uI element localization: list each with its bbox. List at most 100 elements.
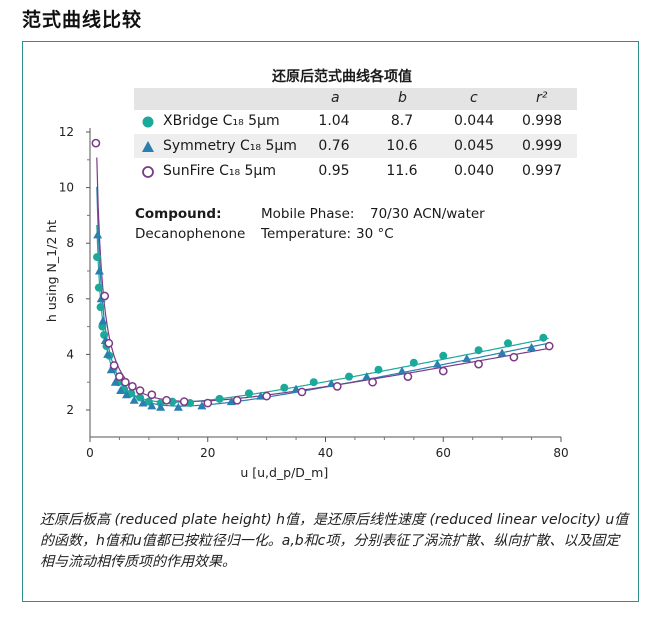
data-point [109,361,119,370]
data-point [96,303,105,312]
data-point [100,330,109,339]
compound-value: Decanophenone [135,226,246,242]
data-point [120,377,130,387]
x-tick-label: 0 [86,446,94,460]
data-point [544,341,554,351]
data-point [309,378,318,387]
data-point [368,377,377,387]
table-cell: 8.7 [390,113,414,129]
fit-curve [96,224,549,403]
table-cell: 1.04 [318,113,350,129]
data-point [215,394,224,403]
x-tick-label: 40 [318,446,333,460]
x-tick-label: 60 [436,446,451,460]
data-point [162,395,171,405]
header-c: c [470,90,478,106]
table-title: 还原后范式曲线各项值 [272,69,412,85]
table-cell: 0.95 [318,163,350,179]
figure-frame [22,41,639,602]
data-point [262,391,271,401]
table-row-label: XBridge C₁₈ 5μm [163,113,280,129]
data-point [509,352,519,362]
data-point [504,339,513,348]
data-point [115,372,124,381]
figure-caption: 还原后板高 (reduced plate height) h值，是还原后线性速度… [40,512,629,570]
data-point [409,358,418,367]
data-point [439,351,448,360]
data-point [106,365,116,374]
data-points [91,138,554,411]
data-point [104,338,114,348]
data-point [147,401,157,410]
data-point [374,365,383,374]
data-point [138,398,148,407]
table-cell: 0.998 [521,113,563,129]
data-point [128,382,137,391]
data-point [156,402,166,411]
data-point [438,366,448,376]
data-point [98,322,107,331]
data-point [179,397,189,407]
data-point [129,395,139,404]
data-point [94,283,103,292]
data-point [110,377,120,386]
page-title: 范式曲线比较 [22,9,143,31]
data-point [474,359,483,369]
data-point [226,397,236,406]
data-point [103,349,113,358]
data-point [397,366,407,375]
header-r2: r² [536,90,548,106]
temperature-value: 30 °C [356,226,394,242]
table-cell: 10.6 [386,138,418,154]
data-point [100,291,110,301]
data-point [91,138,101,148]
chart-axes: 0 20 40 60 80 2 4 6 8 10 12 [59,125,569,460]
data-point [232,395,242,405]
symmetry-marker-icon [142,141,154,152]
data-point [474,346,483,355]
data-point [98,316,108,325]
table-row-shade [134,134,577,158]
table-cell: 0.045 [453,138,495,154]
data-point [403,372,413,381]
data-point [345,372,354,381]
y-tick-label: 12 [59,125,74,139]
table-row-label: SunFire C₁₈ 5μm [163,163,276,179]
data-point [136,393,145,402]
x-axis-label: u [u,d_p/D_m] [240,465,328,480]
table-cell: 11.6 [386,163,418,179]
data-point [297,387,307,397]
y-tick-label: 6 [66,292,74,306]
data-point [362,372,372,381]
mobile-phase-label: Mobile Phase: [261,206,355,222]
data-point [432,359,442,368]
x-tick-label: 80 [553,446,568,460]
data-point [197,401,207,410]
table-cell: 0.999 [521,138,563,154]
data-point [94,266,104,275]
header-b: b [398,90,407,106]
y-tick-label: 4 [66,347,74,361]
data-point [122,390,132,399]
xbridge-marker-icon [142,116,154,128]
y-tick-label: 10 [59,181,74,195]
data-point [497,348,507,357]
data-point [135,386,145,395]
table-cell: 0.044 [453,113,495,129]
data-point [93,230,103,239]
table-cell: 0.997 [521,163,563,179]
data-point [462,354,472,363]
y-tick-label: 2 [66,403,74,417]
table-cell: 0.040 [453,163,495,179]
mobile-phase-value: 70/30 ACN/water [370,206,485,222]
y-tick-label: 8 [66,236,74,250]
header-a: a [331,90,340,106]
data-point [539,333,548,342]
fit-curves [96,157,549,407]
compound-label: Compound: [135,206,222,222]
y-axis-label: h using N_1/2 ht [44,220,59,322]
data-point [280,383,289,392]
x-tick-label: 20 [200,446,215,460]
data-point [93,253,102,262]
